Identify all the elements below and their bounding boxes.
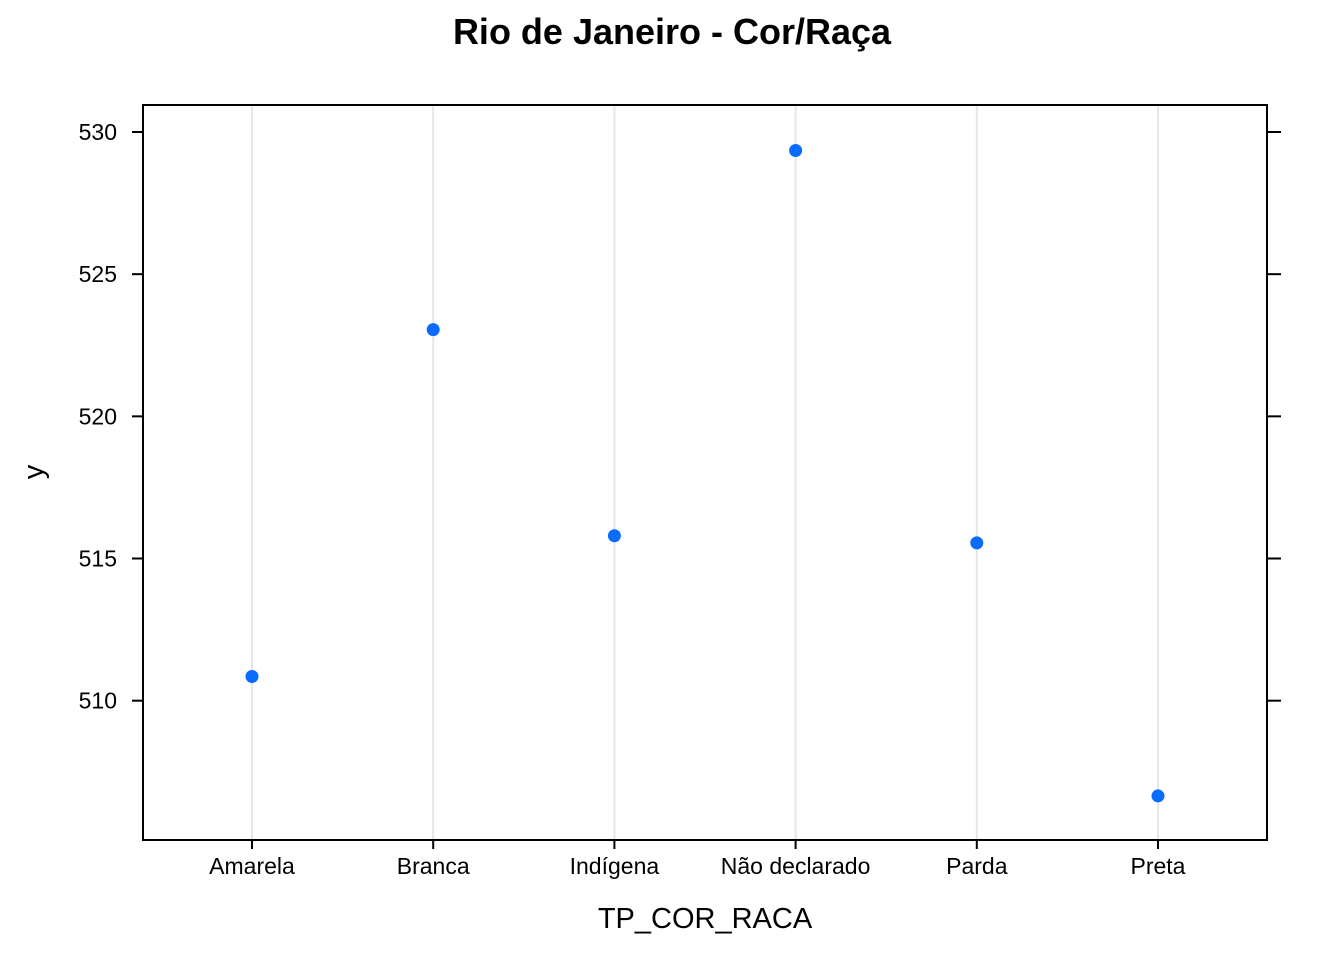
plot-frame — [142, 104, 1268, 841]
x-tick-label: Preta — [1131, 853, 1186, 879]
y-axis-title: y — [18, 464, 50, 479]
data-point — [426, 323, 440, 337]
data-point — [607, 529, 621, 543]
x-tick-label: Amarela — [209, 853, 295, 879]
x-axis-title: TP_COR_RACA — [598, 903, 813, 935]
data-point — [970, 536, 984, 550]
x-tick-label: Branca — [397, 853, 470, 879]
y-tick-label: 520 — [79, 403, 117, 429]
grid-lines — [251, 106, 1159, 839]
y-tick-label: 530 — [79, 119, 117, 145]
y-tick-label: 525 — [79, 261, 117, 287]
y-tick-label: 510 — [79, 688, 117, 714]
data-points — [245, 143, 1165, 803]
x-tick-label: Não declarado — [721, 853, 871, 879]
data-point — [789, 143, 803, 157]
data-point — [245, 670, 259, 684]
x-tick-label: Parda — [946, 853, 1008, 879]
data-point — [1151, 789, 1165, 803]
x-tick-label: Indígena — [570, 853, 660, 879]
y-tick-label: 515 — [79, 546, 117, 572]
chart-title: Rio de Janeiro - Cor/Raça — [453, 11, 892, 52]
x-axis: Amarela Branca Indígena Não declarado Parda P… — [209, 840, 1186, 879]
y-axis: 510 515 520 525 530 — [79, 119, 1281, 714]
